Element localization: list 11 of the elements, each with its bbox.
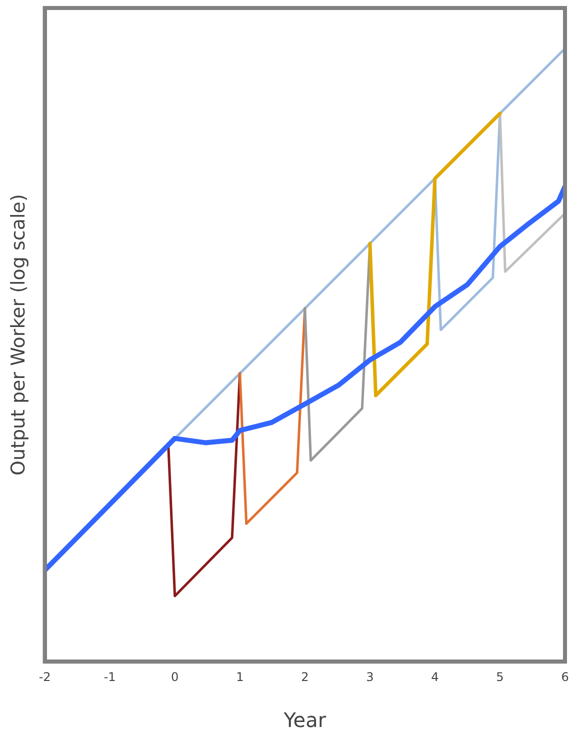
x-tick-label: -2: [38, 670, 51, 684]
x-tick-label: 6: [561, 670, 569, 684]
x-tick-label: 3: [366, 670, 374, 684]
x-axis-title: Year: [282, 708, 327, 732]
x-tick-label: 0: [171, 670, 179, 684]
x-tick-label: 2: [301, 670, 309, 684]
x-tick-label: 4: [431, 670, 439, 684]
x-tick-label: 1: [236, 670, 244, 684]
x-tick-label: -1: [104, 670, 116, 684]
y-axis-title: Output per Worker (log scale): [7, 194, 30, 476]
x-tick-label: 5: [496, 670, 504, 684]
